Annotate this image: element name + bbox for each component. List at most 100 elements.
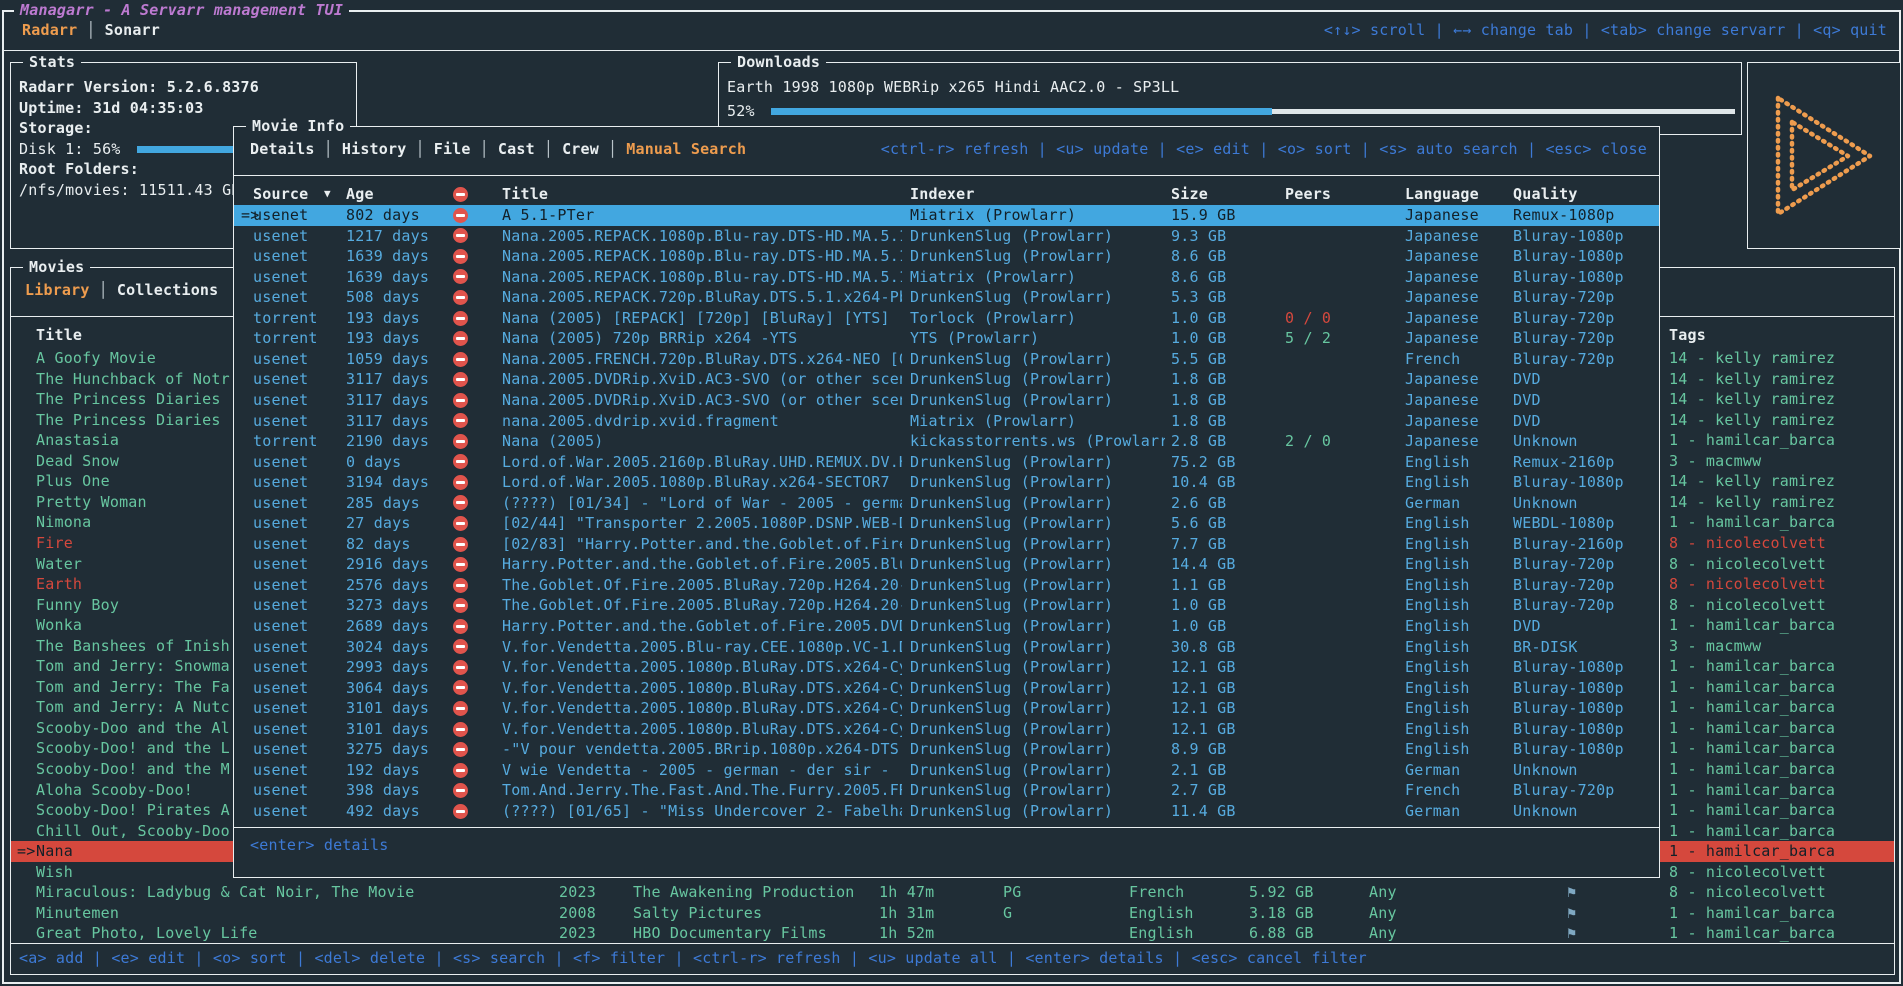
release-title-cell: Nana.2005.REPACK.720p.BluRay.DTS.5.1.x26… bbox=[502, 288, 902, 307]
tab-file[interactable]: File bbox=[433, 140, 471, 158]
search-result-row[interactable]: usenet 192 days V wie Vendetta - 2005 - ge… bbox=[234, 760, 1659, 781]
library-row[interactable]: Tom and Jerry: A Nutc 1 - hamilcar_barca bbox=[11, 697, 1894, 718]
library-row[interactable]: Fire 8 - nicolecolvett bbox=[11, 533, 1894, 554]
search-result-row[interactable]: torrent 193 days Nana (2005) 720p BRRip x2… bbox=[234, 328, 1659, 349]
library-row[interactable]: Wish 8 - nicolecolvett bbox=[11, 862, 1894, 883]
library-row[interactable]: A Goofy Movie 14 - kelly ramirez bbox=[11, 348, 1894, 369]
size-cell: 2.8 GB bbox=[1171, 432, 1227, 451]
search-result-row[interactable]: usenet 1639 days Nana.2005.REPACK.1080p.Bl… bbox=[234, 267, 1659, 288]
library-row[interactable]: Water 8 - nicolecolvett bbox=[11, 554, 1894, 575]
library-row[interactable]: Aloha Scooby-Doo! 1 - hamilcar_barca bbox=[11, 780, 1894, 801]
column-header-source[interactable]: Source bbox=[253, 185, 309, 203]
search-result-row[interactable]: usenet 1639 days Nana.2005.REPACK.1080p.Bl… bbox=[234, 246, 1659, 267]
search-result-row[interactable]: usenet 285 days (????) [01/34] - "Lord of … bbox=[234, 493, 1659, 514]
search-result-row[interactable]: usenet 3194 days Lord.of.War.2005.1080p.Bl… bbox=[234, 472, 1659, 493]
column-header-language[interactable]: Language bbox=[1405, 185, 1479, 203]
library-row[interactable]: Miraculous: Ladybug & Cat Noir, The Movi… bbox=[11, 882, 1894, 903]
tab-history[interactable]: History bbox=[341, 140, 407, 158]
column-header-indexer[interactable]: Indexer bbox=[910, 185, 975, 203]
tab-cast[interactable]: Cast bbox=[497, 140, 535, 158]
library-row[interactable]: Chill Out, Scooby-Doo 1 - hamilcar_barca bbox=[11, 821, 1894, 842]
movie-info-title: Movie Info bbox=[246, 116, 351, 137]
library-row[interactable]: Scooby-Doo! Pirates A 1 - hamilcar_barca bbox=[11, 800, 1894, 821]
source-cell: usenet bbox=[253, 719, 309, 738]
movies-shortcuts: <a> add | <e> edit | <o> sort | <del> de… bbox=[19, 948, 1367, 969]
search-result-row[interactable]: usenet 3101 days V.for.Vendetta.2005.1080p… bbox=[234, 719, 1659, 740]
search-result-row[interactable]: usenet 3275 days -"V pour vendetta.2005.BR… bbox=[234, 739, 1659, 760]
indexer-cell: DrunkenSlug (Prowlarr) bbox=[910, 493, 1114, 512]
library-row[interactable]: Minutemen 2008 Salty Pictures 1h 31m G Englis… bbox=[11, 903, 1894, 924]
column-header-size[interactable]: Size bbox=[1171, 185, 1208, 203]
library-row[interactable]: Nimona 1 - hamilcar_barca bbox=[11, 512, 1894, 533]
tab-crew[interactable]: Crew bbox=[562, 140, 599, 158]
library-row[interactable]: Dead Snow 3 - macmww bbox=[11, 451, 1894, 472]
column-header-peers[interactable]: Peers bbox=[1285, 185, 1332, 203]
library-row[interactable]: Wonka 1 - hamilcar_barca bbox=[11, 615, 1894, 636]
library-row[interactable]: Earth 8 - nicolecolvett bbox=[11, 574, 1894, 595]
library-row[interactable]: Great Photo, Lovely Life 2023 HBO Document… bbox=[11, 923, 1894, 944]
language-cell: English bbox=[1405, 555, 1470, 574]
library-row[interactable]: Scooby-Doo! and the L 1 - hamilcar_barca bbox=[11, 738, 1894, 759]
search-result-row[interactable]: torrent 2190 days Nana (2005) kickasstorren… bbox=[234, 431, 1659, 452]
search-result-row[interactable]: usenet 3064 days V.for.Vendetta.2005.1080p… bbox=[234, 678, 1659, 699]
no-entry-icon bbox=[453, 289, 468, 305]
search-result-row[interactable]: usenet 3117 days Nana.2005.DVDRip.XviD.AC3… bbox=[234, 369, 1659, 390]
column-header-tags[interactable]: Tags bbox=[1669, 326, 1706, 344]
search-result-row[interactable]: usenet 1059 days Nana.2005.FRENCH.720p.Blu… bbox=[234, 349, 1659, 370]
shortcut-details: <enter> details bbox=[250, 836, 389, 854]
library-row[interactable]: Pretty Woman 14 - kelly ramirez bbox=[11, 492, 1894, 513]
library-row[interactable]: Anastasia 1 - hamilcar_barca bbox=[11, 430, 1894, 451]
library-row[interactable]: Scooby-Doo and the Al 1 - hamilcar_barca bbox=[11, 718, 1894, 739]
library-row[interactable]: The Princess Diaries 14 - kelly ramirez bbox=[11, 389, 1894, 410]
tab-collections[interactable]: Collections bbox=[116, 281, 219, 299]
search-result-row[interactable]: usenet 2689 days Harry.Potter.and.the.Gobl… bbox=[234, 616, 1659, 637]
search-result-row[interactable]: usenet 3024 days V.for.Vendetta.2005.Blu-r… bbox=[234, 637, 1659, 658]
language-cell: German bbox=[1405, 760, 1461, 779]
search-result-row[interactable]: usenet 3117 days nana.2005.dvdrip.xvid.fra… bbox=[234, 411, 1659, 432]
search-result-row[interactable]: usenet 3101 days V.for.Vendetta.2005.1080p… bbox=[234, 698, 1659, 719]
library-row[interactable]: Plus One 14 - kelly ramirez bbox=[11, 471, 1894, 492]
search-result-row[interactable]: usenet 508 days Nana.2005.REPACK.720p.BluR… bbox=[234, 287, 1659, 308]
tab-library[interactable]: Library bbox=[25, 281, 90, 299]
library-row[interactable]: Funny Boy 8 - nicolecolvett bbox=[11, 595, 1894, 616]
source-cell: usenet bbox=[253, 267, 309, 286]
search-result-row[interactable]: usenet 82 days [02/83] "Harry.Potter.and.t… bbox=[234, 534, 1659, 555]
search-result-row[interactable]: usenet 1217 days Nana.2005.REPACK.1080p.Bl… bbox=[234, 226, 1659, 247]
search-result-row[interactable]: usenet 2993 days V.for.Vendetta.2005.1080p… bbox=[234, 657, 1659, 678]
selection-marker: => bbox=[241, 206, 260, 224]
search-result-row[interactable]: usenet 398 days Tom.And.Jerry.The.Fast.And… bbox=[234, 780, 1659, 801]
size-cell: 7.7 GB bbox=[1171, 534, 1227, 553]
library-row[interactable]: The Banshees of Inish 3 - macmww bbox=[11, 636, 1894, 657]
tab-manual-search[interactable]: Manual Search bbox=[626, 140, 747, 158]
column-header-quality[interactable]: Quality bbox=[1513, 185, 1578, 203]
column-header-title[interactable]: Title bbox=[502, 185, 549, 203]
search-result-row[interactable]: torrent 193 days Nana (2005) [REPACK] [720… bbox=[234, 308, 1659, 329]
shortcut-delete: <del> delete bbox=[314, 949, 426, 967]
library-row[interactable]: Scooby-Doo! and the M 1 - hamilcar_barca bbox=[11, 759, 1894, 780]
library-row[interactable]: The Hunchback of Notr 14 - kelly ramirez bbox=[11, 369, 1894, 390]
column-header-age[interactable]: Age bbox=[346, 185, 374, 203]
library-row[interactable]: The Princess Diaries 14 - kelly ramirez bbox=[11, 410, 1894, 431]
language-cell: English bbox=[1405, 740, 1470, 759]
peers-cell: 0 / 0 bbox=[1285, 308, 1332, 327]
source-cell: usenet bbox=[253, 411, 309, 430]
age-cell: 1639 days bbox=[346, 267, 430, 286]
shortcut-refresh: <ctrl-r> refresh bbox=[880, 140, 1029, 158]
search-result-row[interactable]: usenet 492 days (????) [01/65] - "Miss Und… bbox=[234, 801, 1659, 822]
search-result-row[interactable]: usenet 3117 days Nana.2005.DVDRip.XviD.AC3… bbox=[234, 390, 1659, 411]
search-result-row[interactable]: usenet 3273 days The.Goblet.Of.Fire.2005.B… bbox=[234, 595, 1659, 616]
library-row[interactable]: Tom and Jerry: The Fa 1 - hamilcar_barca bbox=[11, 677, 1894, 698]
tab-sonarr[interactable]: Sonarr bbox=[104, 21, 161, 39]
movie-title-cell: Wonka bbox=[36, 616, 83, 635]
age-cell: 3117 days bbox=[346, 370, 430, 389]
tab-radarr[interactable]: Radarr bbox=[22, 21, 78, 39]
column-header-title[interactable]: Title bbox=[36, 326, 83, 344]
search-result-row[interactable]: usenet 27 days [02/44] "Transporter 2.2005… bbox=[234, 513, 1659, 534]
search-result-row[interactable]: => usenet 802 days A 5.1-PTer Miatrix (Prowl… bbox=[234, 205, 1659, 226]
library-row[interactable]: Tom and Jerry: Snowma 1 - hamilcar_barca bbox=[11, 656, 1894, 677]
tab-details[interactable]: Details bbox=[250, 140, 315, 158]
search-result-row[interactable]: usenet 2916 days Harry.Potter.and.the.Gobl… bbox=[234, 554, 1659, 575]
search-result-row[interactable]: usenet 0 days Lord.of.War.2005.2160p.BluRa… bbox=[234, 452, 1659, 473]
search-result-row[interactable]: usenet 2576 days The.Goblet.Of.Fire.2005.B… bbox=[234, 575, 1659, 596]
quality-cell: Bluray-720p bbox=[1513, 575, 1615, 594]
